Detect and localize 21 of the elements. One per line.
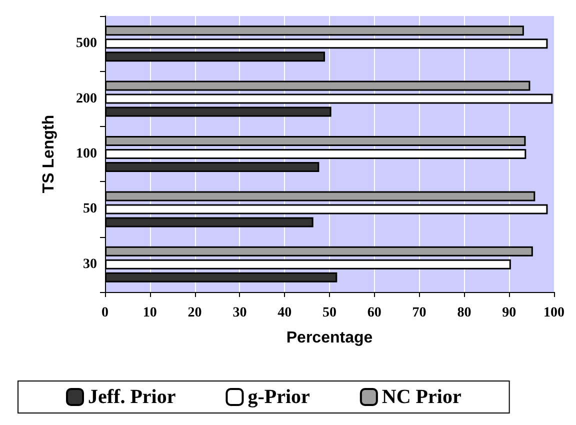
y-tick-label: 200: [76, 91, 97, 106]
y-tick-label: 500: [76, 36, 97, 52]
x-axis-title: Percentage: [286, 330, 373, 346]
y-tick-label: 100: [76, 146, 97, 162]
x-tick-label: 90: [502, 306, 516, 320]
x-tick-label: 40: [278, 306, 292, 320]
y-axis-title: TS Length: [40, 114, 58, 194]
x-tick-label: 0: [102, 306, 108, 320]
y-tick-label: 30: [83, 256, 97, 272]
legend-label: NC Prior: [382, 386, 462, 408]
x-tick-label: 60: [367, 306, 382, 320]
y-tick-label: 50: [83, 202, 97, 217]
legend-label: g-Prior: [248, 386, 310, 408]
legend-label: Jeff. Prior: [88, 386, 176, 408]
x-tick-label: 30: [232, 306, 247, 320]
x-tick-label: 20: [188, 306, 202, 320]
x-tick-label: 10: [142, 306, 157, 320]
x-tick-label: 100: [544, 306, 564, 320]
x-tick-label: 70: [412, 306, 426, 320]
x-tick-label: 80: [457, 306, 472, 320]
x-tick-label: 50: [322, 306, 336, 320]
